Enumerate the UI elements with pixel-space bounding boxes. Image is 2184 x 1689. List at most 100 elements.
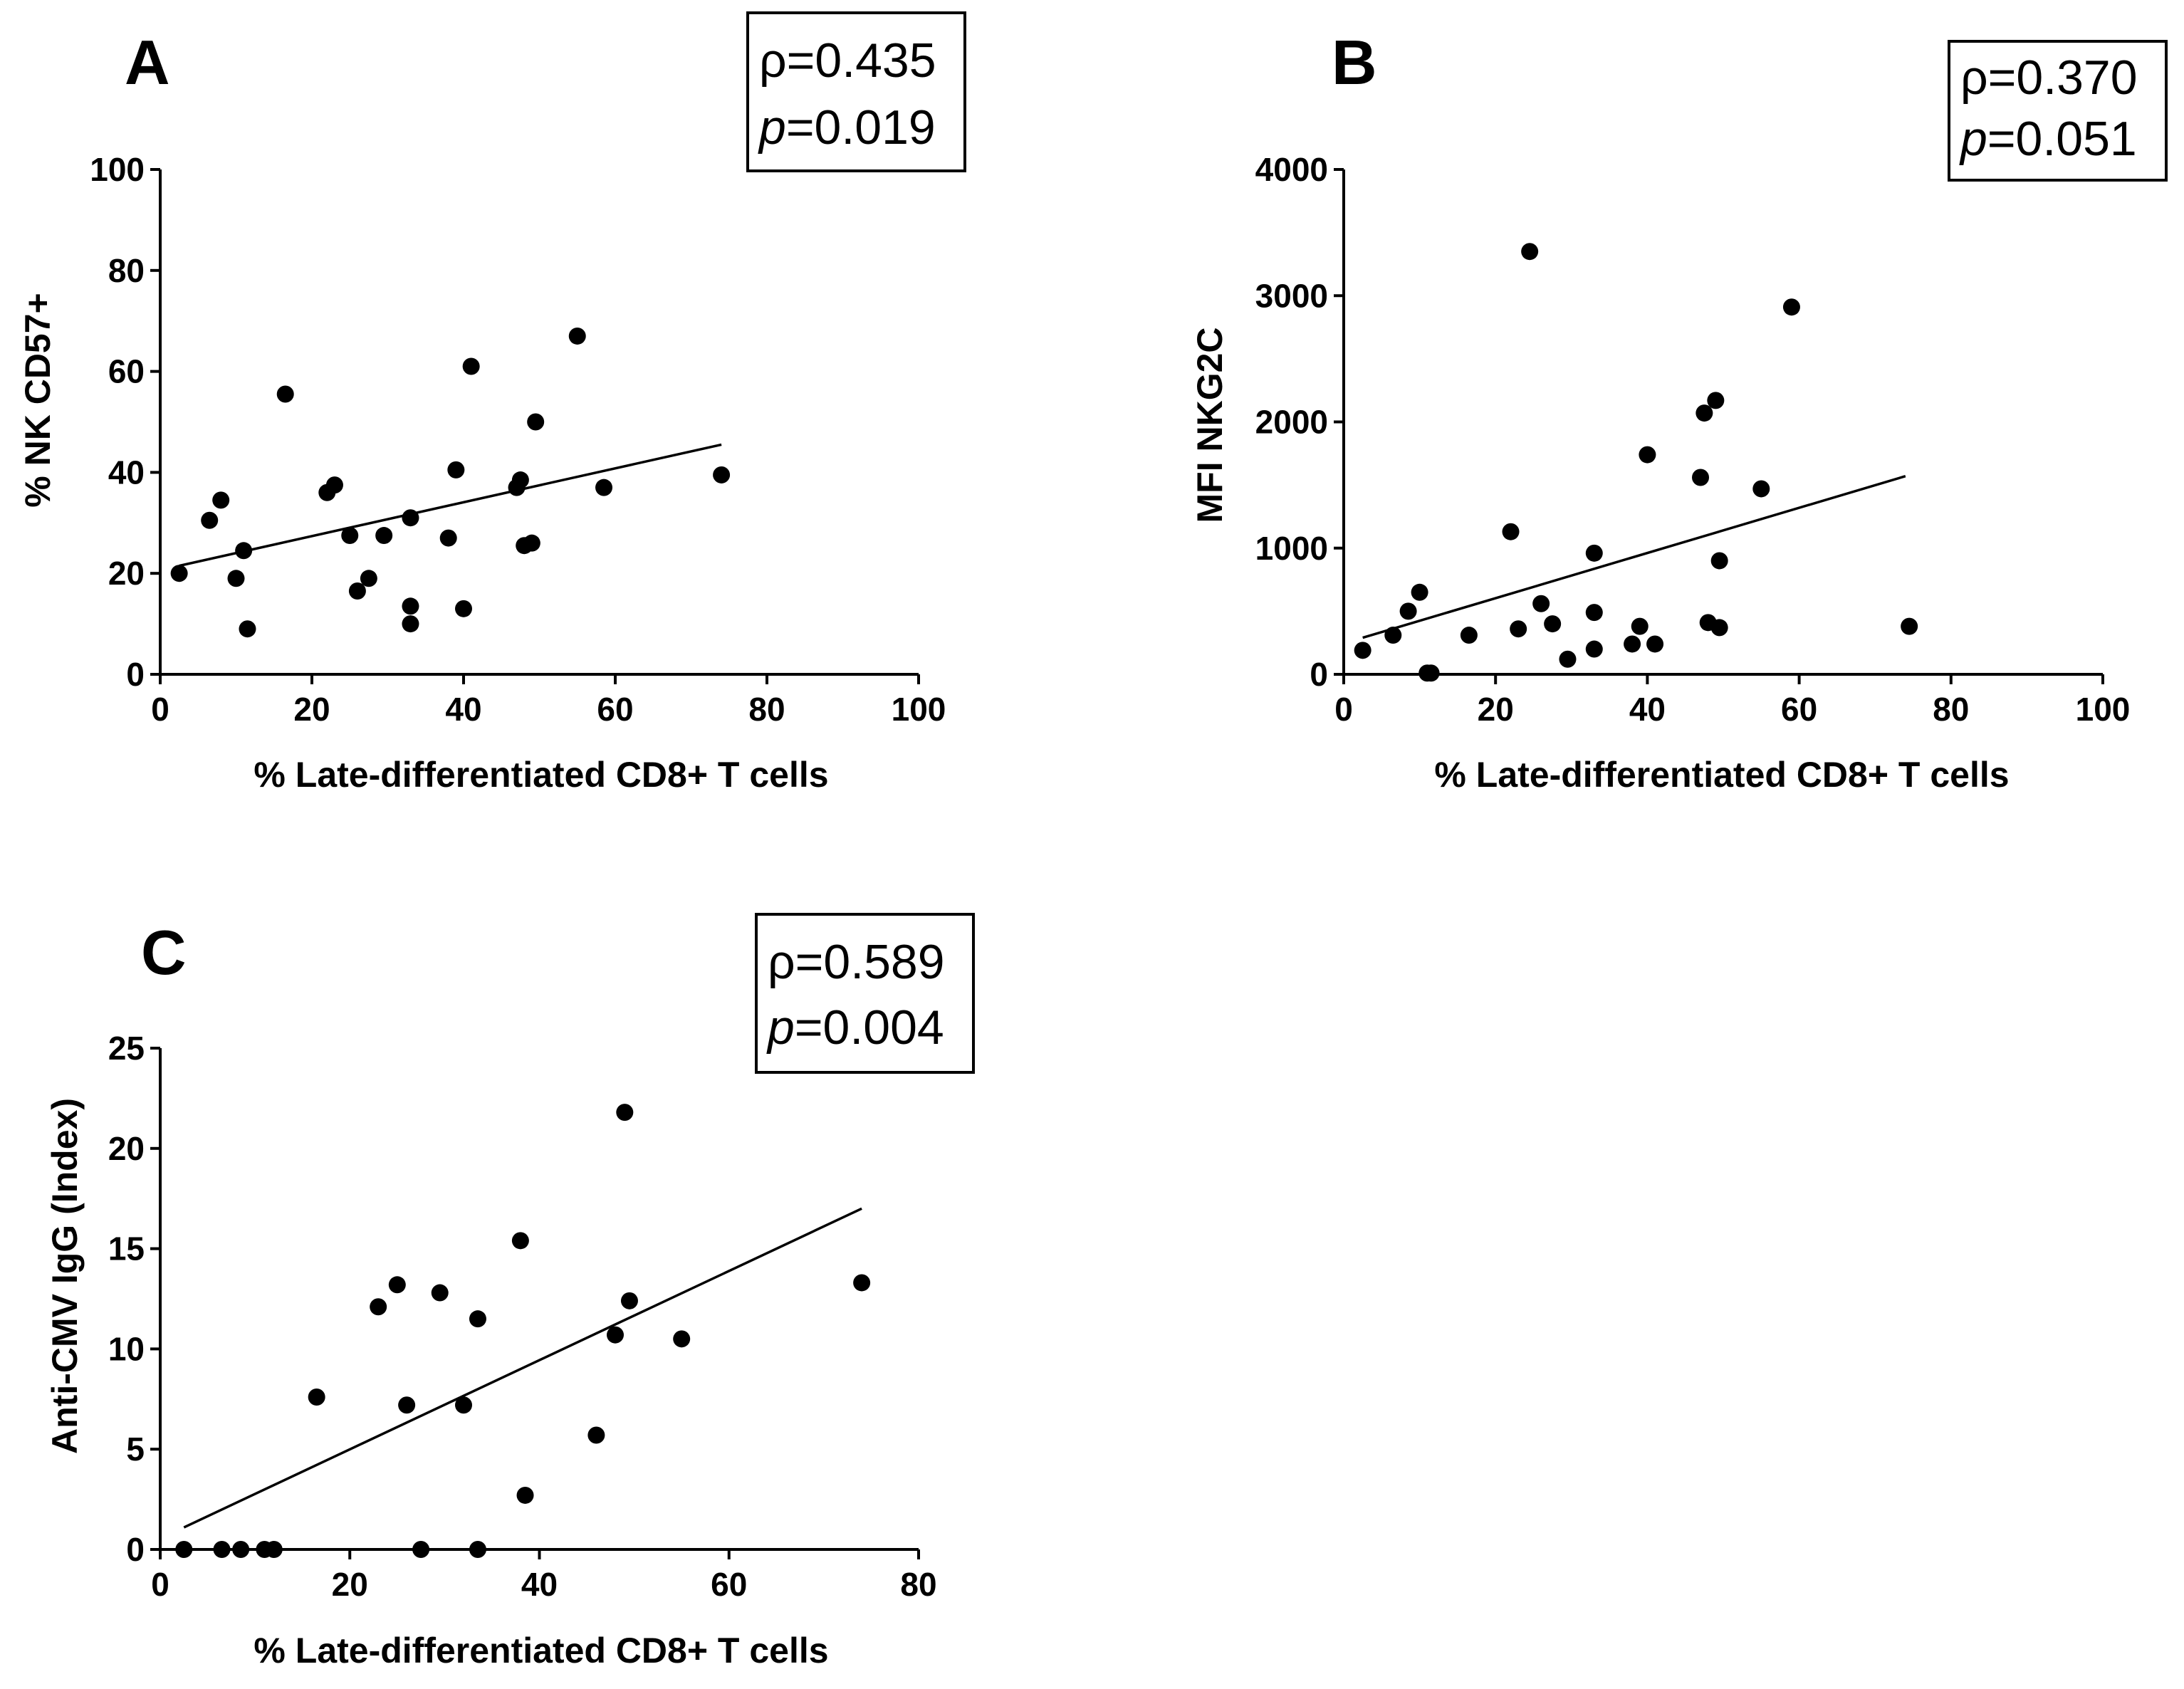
panel-b-data-point [1696,404,1713,422]
panel-c-data-point [431,1284,449,1302]
panel-a-data-point [455,600,472,617]
panel-b-data-point [1710,619,1728,637]
panel-b-y-tick-label: 1000 [1255,530,1328,567]
panel-c-x-tick-label: 0 [151,1566,169,1603]
panel-a-data-point [276,385,294,403]
panel-b-data-point [1585,640,1603,658]
panel-c-data-point [232,1541,250,1558]
panel-c-plot: 0 20 40 60 80 0 5 10 15 20 25 [108,1030,937,1603]
panel-c-x-label: % Late-differentiated CD8+ T cells [254,1631,828,1670]
panel-a-data-point [595,479,613,496]
panel-a-y-tick-label: 80 [108,252,145,289]
panel-a-rho: ρ=0.435 [759,33,936,88]
panel-a-y-tick-label: 60 [108,353,145,390]
panel-b-data-point [1585,604,1603,622]
panel-a-y-tick-label: 20 [108,555,145,592]
panel-b-data-point [1510,620,1527,638]
panel-b-data-point [1639,446,1656,464]
panel-c-y-tick-label: 10 [108,1330,145,1367]
panel-b-x-tick-label: 100 [2076,691,2131,728]
panel-a-data-point [212,491,230,509]
panel-a-x-tick-label: 80 [748,691,785,728]
panel-c-stats-box [755,913,975,1074]
panel-b-data-point [1692,469,1710,486]
panel-a-data-point [239,620,256,638]
panel-a-x-label: % Late-differentiated CD8+ T cells [254,755,828,795]
panel-b-y-tick-label: 0 [1310,656,1328,693]
panel-a-y-tick-label: 100 [90,151,145,188]
panel-c-data-point [607,1326,624,1344]
panel-c-letter: C [141,917,187,988]
panel-b-data-point [1422,664,1440,682]
panel-a-x-tick-label: 0 [151,691,169,728]
panel-a-data-point [201,511,219,529]
panel-b-letter: B [1332,27,1377,98]
panel-a-data-point [235,542,253,560]
panel-b-data-point [1544,615,1562,633]
panel-b-data-point [1624,635,1641,653]
panel-c-data-point [388,1276,406,1294]
panel-b-y-label: MFI NKG2C [1190,328,1230,523]
panel-b-x-tick-label: 80 [1933,691,1969,728]
panel-b-x-tick-label: 60 [1781,691,1817,728]
panel-a-data-point [511,471,529,489]
panel-b-data-point [1384,627,1402,644]
panel-b-data-point [1559,650,1577,668]
panel-a-data-point [523,534,540,552]
panel-c-data-point [265,1541,283,1558]
panel-a-regression-line [179,443,722,568]
panel-a-data-point [568,327,586,345]
panel-a-x-tick-label: 100 [892,691,946,728]
panel-c-data-point [587,1426,605,1444]
panel-b-data-point [1399,602,1417,620]
panel-a-data-point [341,527,359,545]
panel-b-regression-line [1362,475,1906,639]
panel-b-x-label: % Late-differentiated CD8+ T cells [1434,755,2009,795]
panel-c-x-tick-label: 60 [711,1566,747,1603]
panel-a-data-point [227,570,245,587]
panel-a-data-point [360,570,377,587]
panel-c-y-tick-label: 0 [126,1531,145,1568]
panel-c-y-tick-label: 5 [126,1431,145,1468]
panel-b-y-tick-label: 2000 [1255,404,1328,441]
panel-c-data-point [398,1396,416,1414]
panel-b-data-point [1707,392,1725,409]
panel-c-data-point [620,1292,638,1309]
panel-a-plot: 0 20 40 60 80 100 0 20 40 60 80 100 [90,151,946,728]
panel-b-data-point [1502,523,1520,540]
panel-a-data-point [348,582,366,600]
panel-c-data-point [673,1330,691,1348]
panel-c-data-point [853,1274,871,1292]
panel-c-data-point [616,1104,634,1121]
panel-c-regression-line [183,1207,862,1529]
panel-c-y-tick-label: 15 [108,1230,145,1267]
panel-a-data-point [402,597,419,615]
panel-b-x-tick-label: 0 [1334,691,1353,728]
panel-a-data-point [713,466,731,483]
panel-b-data-point [1752,480,1770,498]
panel-a-data-point [439,529,457,547]
panel-c-data-point [469,1310,486,1328]
panel-b-y-tick-label: 4000 [1255,151,1328,188]
panel-b-data-point [1411,583,1428,601]
panel-a-data-point [527,413,545,431]
panel-b-data-point [1782,298,1800,316]
panel-b: B ρ=0.370 p=0.051 0 20 40 60 80 1000100020003… [1190,27,2168,795]
panel-b-x-tick-label: 40 [1629,691,1666,728]
panel-a-p-value: =0.019 [786,100,936,155]
panel-c-x-tick-label: 40 [521,1566,558,1603]
panel-a-data-point [170,565,188,582]
panel-a-x-tick-label: 60 [597,691,633,728]
panel-c-data-point [175,1541,193,1558]
panel-a-data-point [462,357,480,375]
panel-a-data-point [325,476,343,494]
panel-b-rho: ρ=0.370 [1960,51,2138,105]
panel-a-y-label: % NK CD57+ [18,293,58,508]
panel-c-data-point [308,1388,325,1406]
panel-b-data-point [1521,243,1539,261]
panel-a-data-point [375,527,393,545]
panel-a-p: p=0.019 [758,100,936,155]
panel-b-data-point [1901,617,1918,635]
panel-b-data-point [1710,552,1728,570]
